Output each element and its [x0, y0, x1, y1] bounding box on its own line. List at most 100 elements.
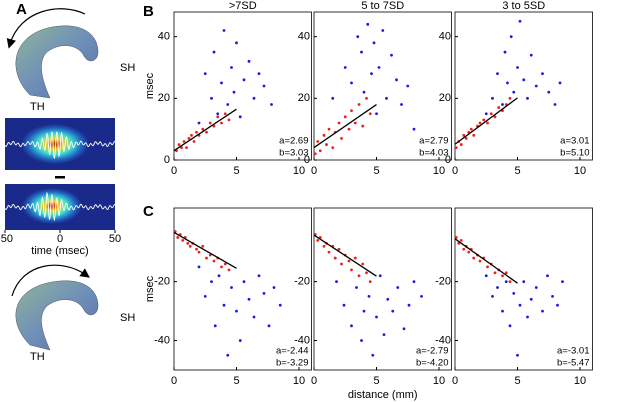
point — [180, 146, 183, 150]
x-tick-label: 10 — [574, 165, 586, 177]
point — [327, 127, 331, 131]
lfp-trace — [4, 131, 115, 159]
y-tick-label: 40 — [158, 31, 170, 43]
point — [391, 309, 395, 313]
fit-line — [173, 108, 237, 152]
x-tick-label: 0 — [311, 165, 317, 177]
fit-annotation: a=2.79 — [419, 136, 448, 147]
panel-title: >7SD — [229, 0, 257, 12]
y-tick-label: -20 — [435, 276, 451, 288]
point — [226, 103, 230, 106]
fit-annotation: a=-2.79 — [416, 346, 449, 357]
x-tick-label: 10 — [433, 375, 445, 387]
point — [526, 96, 529, 100]
point — [529, 53, 533, 57]
point — [484, 112, 488, 116]
point — [503, 50, 507, 54]
point — [529, 297, 533, 301]
point — [318, 149, 322, 153]
point — [370, 72, 373, 76]
point — [257, 72, 261, 76]
point — [353, 256, 357, 260]
point — [512, 90, 516, 94]
x-tick-label: 0 — [452, 375, 458, 387]
point — [230, 286, 233, 289]
point — [412, 280, 416, 284]
point — [395, 78, 398, 82]
point — [267, 324, 271, 328]
point — [223, 262, 227, 266]
point — [365, 96, 368, 100]
scale-bar — [55, 176, 65, 179]
point — [486, 265, 489, 269]
y-tick-label: 0 — [445, 154, 451, 166]
x-tick-label: 10 — [293, 165, 305, 177]
point — [262, 84, 266, 88]
point — [316, 239, 320, 242]
point — [176, 236, 180, 239]
panel-label: B — [143, 3, 154, 20]
point — [386, 297, 390, 301]
point — [496, 286, 499, 289]
point — [454, 146, 458, 150]
point — [518, 19, 522, 23]
point — [508, 324, 512, 328]
fit-annotation: a=-2.44 — [276, 346, 309, 357]
point — [512, 292, 516, 295]
point — [484, 274, 488, 278]
point — [472, 256, 476, 260]
point — [541, 72, 544, 76]
point — [337, 121, 341, 125]
point — [375, 112, 378, 116]
point — [459, 239, 463, 242]
point — [551, 294, 554, 298]
point — [195, 130, 198, 134]
point — [368, 280, 372, 284]
point — [350, 268, 353, 272]
x-tick-label: 5 — [514, 375, 520, 387]
point — [366, 22, 370, 26]
point — [402, 327, 406, 331]
point — [357, 103, 361, 106]
point — [203, 72, 207, 76]
point — [406, 84, 410, 88]
point — [472, 133, 476, 137]
panel-title: 5 to 7SD — [361, 0, 404, 12]
point — [222, 29, 226, 32]
arrow — [11, 264, 90, 297]
point — [220, 81, 223, 85]
y-tick-label: 40 — [439, 31, 451, 43]
point — [337, 247, 341, 251]
point — [333, 256, 337, 260]
point — [242, 280, 246, 284]
point — [360, 339, 363, 342]
point — [220, 121, 223, 125]
point — [216, 115, 220, 119]
point — [347, 127, 351, 131]
point — [247, 59, 251, 63]
y-tick-label: 40 — [298, 31, 310, 43]
point — [188, 244, 192, 248]
point — [313, 152, 317, 156]
point — [546, 274, 549, 278]
point — [361, 262, 365, 266]
point — [516, 66, 519, 69]
x-tick-label: 5 — [514, 165, 520, 177]
point — [462, 133, 466, 137]
point — [182, 140, 186, 143]
point — [238, 115, 242, 119]
point — [400, 103, 403, 106]
heatmap-blob — [22, 188, 82, 224]
x-tick-label: 5 — [373, 165, 379, 177]
point — [368, 112, 372, 116]
point — [203, 294, 207, 298]
point — [350, 109, 353, 113]
point — [216, 112, 220, 116]
x-tick-label: 0 — [171, 375, 177, 387]
point — [195, 247, 198, 251]
y-tick-label: 0 — [164, 154, 170, 166]
point — [522, 280, 526, 284]
panel-label: A — [16, 1, 27, 18]
fit-line — [454, 97, 518, 145]
point — [327, 250, 331, 254]
